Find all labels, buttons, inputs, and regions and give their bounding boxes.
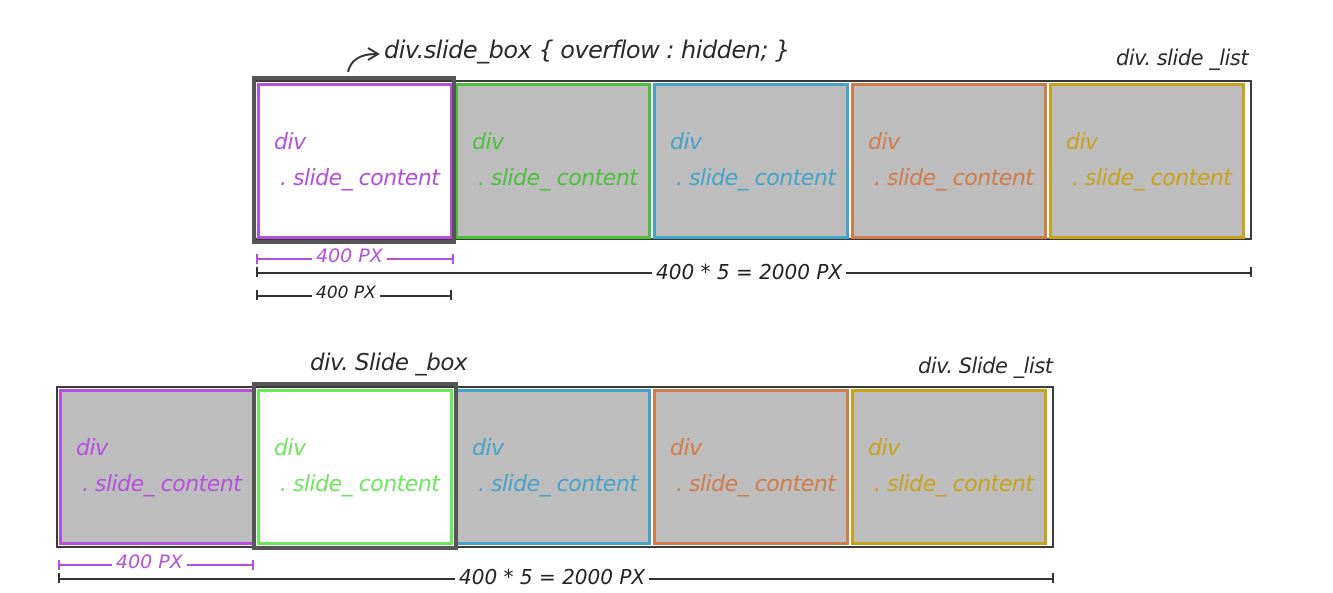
top-total-width-label: 400 * 5 = 2000 PX	[652, 260, 847, 284]
top-slide-content: div . slide_ content	[257, 83, 453, 239]
bottom-slide-content: div . slide_ content	[455, 389, 651, 545]
slide-content-class: . slide_ content	[874, 472, 1034, 497]
top-total-width-tick-right	[1250, 267, 1252, 277]
top-total-width-tick-left	[256, 267, 258, 277]
slide-content-tag: div	[670, 436, 702, 461]
slide-content-tag: div	[670, 130, 702, 155]
top-slide-box-label: div.slide_box { overflow : hidden; }	[384, 36, 790, 64]
slide-content-class: . slide_ content	[1072, 166, 1232, 191]
slide-content-class: . slide_ content	[676, 472, 836, 497]
top-slide-box	[252, 76, 456, 244]
slide-content-class: . slide_ content	[676, 166, 836, 191]
bottom-total-width-tick-left	[58, 573, 60, 583]
top-box-width-tick-right	[450, 290, 452, 300]
top-box-width-tick-left	[256, 290, 258, 300]
bottom-slide-box-label: div. Slide _box	[310, 350, 468, 376]
slide-content-tag: div	[472, 130, 504, 155]
slide-content-tag: div	[274, 436, 306, 461]
bottom-slide-content: div . slide_ content	[851, 389, 1047, 545]
top-slide-width-label: 400 PX	[312, 245, 387, 267]
bottom-slide-list	[56, 386, 1054, 548]
slide-content-tag: div	[1066, 130, 1098, 155]
slide-content-tag: div	[868, 436, 900, 461]
bottom-slide-content: div . slide_ content	[257, 389, 453, 545]
slide-content-class: . slide_ content	[280, 166, 440, 191]
bottom-slide-width-label: 400 PX	[112, 551, 187, 573]
bottom-total-width-tick-right	[1052, 573, 1054, 583]
top-slide-content: div . slide_ content	[455, 83, 651, 239]
slide-content-class: . slide_ content	[82, 472, 242, 497]
top-slide-width-tick-right	[452, 254, 454, 264]
top-box-width-label: 400 PX	[312, 283, 380, 303]
bottom-slide-width-tick-right	[252, 560, 254, 570]
top-slide-content: div . slide_ content	[851, 83, 1047, 239]
bottom-total-width-label: 400 * 5 = 2000 PX	[455, 565, 650, 589]
top-slide-width-tick-left	[256, 254, 258, 264]
bottom-slide-box	[252, 382, 458, 550]
top-slide-content: div . slide_ content	[653, 83, 849, 239]
bottom-slide-content: div . slide_ content	[653, 389, 849, 545]
bottom-slide-content: div . slide_ content	[59, 389, 255, 545]
bottom-slide-width-tick-left	[58, 560, 60, 570]
slide-content-tag: div	[472, 436, 504, 461]
slide-content-class: . slide_ content	[478, 166, 638, 191]
slide-content-tag: div	[868, 130, 900, 155]
slide-content-tag: div	[274, 130, 306, 155]
top-slide-content: div . slide_ content	[1049, 83, 1245, 239]
slide-content-tag: div	[76, 436, 108, 461]
slide-content-class: . slide_ content	[280, 472, 440, 497]
slide-content-class: . slide_ content	[478, 472, 638, 497]
top-slide-list-label: div. slide _list	[1116, 46, 1249, 70]
slide-content-class: . slide_ content	[874, 166, 1034, 191]
bottom-slide-list-label: div. Slide _list	[918, 354, 1053, 378]
